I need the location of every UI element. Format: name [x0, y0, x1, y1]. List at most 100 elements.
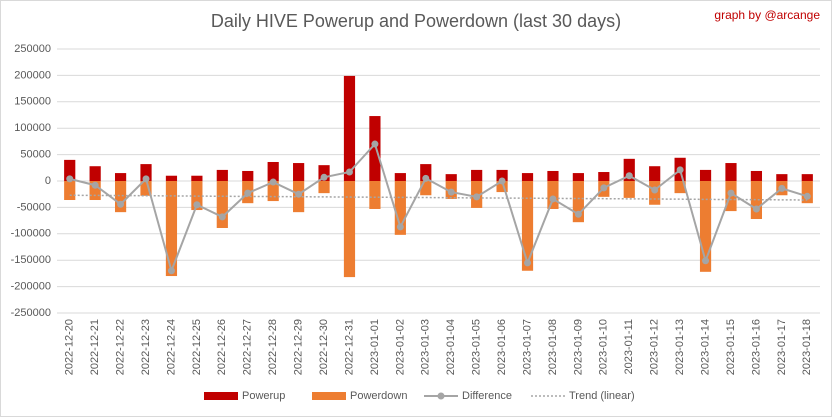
bar — [394, 181, 406, 235]
bar — [369, 181, 381, 209]
x-tick-label: 2022-12-22 — [114, 319, 126, 375]
point — [320, 173, 328, 181]
x-tick-label: 2022-12-27 — [242, 319, 254, 375]
y-tick-label: 0 — [45, 175, 51, 187]
bar — [369, 116, 381, 181]
y-tick-label: 150000 — [14, 96, 51, 108]
point — [218, 213, 226, 221]
x-tick-label: 2022-12-26 — [216, 319, 228, 375]
x-tick-label: 2023-01-12 — [649, 319, 661, 375]
y-tick-label: -50000 — [17, 201, 51, 213]
legend-label: Trend (linear) — [569, 390, 635, 402]
x-tick-label: 2022-12-23 — [140, 319, 152, 375]
bar — [165, 181, 178, 277]
y-tick-label: -200000 — [11, 281, 51, 293]
bar — [64, 159, 76, 181]
bar — [191, 181, 203, 211]
legend-label: Powerdown — [350, 390, 407, 402]
x-tick-label: 2023-01-07 — [521, 319, 533, 375]
bar — [343, 181, 356, 278]
x-tick-label: 2022-12-20 — [64, 319, 76, 375]
bar — [623, 181, 635, 198]
bar — [598, 172, 610, 181]
x-tick-label: 2023-01-17 — [776, 319, 788, 375]
x-tick-label: 2022-12-31 — [343, 319, 355, 375]
y-tick-label: 50000 — [20, 149, 51, 161]
y-tick-label: 250000 — [14, 43, 51, 55]
bar — [242, 170, 254, 181]
x-tick-label: 2023-01-10 — [598, 319, 610, 375]
x-tick-label: 2023-01-09 — [572, 319, 584, 375]
bar — [318, 165, 330, 181]
bar — [623, 158, 635, 181]
bar — [89, 166, 101, 181]
point — [117, 200, 125, 208]
point — [396, 223, 404, 231]
bar — [725, 163, 737, 181]
x-tick-label: 2023-01-08 — [547, 319, 559, 375]
bar — [191, 175, 203, 181]
bar — [445, 174, 457, 181]
point — [549, 195, 557, 203]
point — [66, 175, 74, 183]
point — [600, 184, 608, 192]
x-tick-label: 2023-01-15 — [725, 319, 737, 375]
bar — [165, 175, 178, 181]
bar — [699, 169, 712, 181]
y-tick-label: -150000 — [11, 254, 51, 266]
point — [167, 267, 175, 275]
x-tick-label: 2023-01-14 — [699, 319, 711, 375]
point — [244, 189, 252, 197]
bar — [114, 181, 127, 213]
bar — [572, 173, 584, 181]
point — [422, 174, 430, 182]
y-tick-label: 200000 — [14, 69, 51, 81]
x-tick-label: 2023-01-05 — [471, 319, 483, 375]
bar — [699, 181, 712, 272]
x-tick-label: 2023-01-04 — [445, 319, 457, 375]
point — [498, 177, 506, 185]
bar — [496, 169, 508, 181]
point — [447, 188, 455, 196]
bar — [114, 173, 127, 181]
bar — [420, 181, 432, 196]
point — [345, 168, 353, 176]
point — [524, 259, 532, 267]
x-tick-label: 2023-01-13 — [674, 319, 686, 375]
y-tick-label: -250000 — [11, 307, 51, 319]
bar — [293, 163, 305, 181]
bar — [420, 164, 432, 181]
point — [727, 189, 735, 197]
legend-label: Powerup — [242, 390, 285, 402]
bar — [267, 161, 279, 181]
point — [752, 205, 760, 213]
bar — [216, 169, 228, 181]
bar — [394, 173, 406, 181]
point — [473, 193, 481, 201]
x-tick-label: 2022-12-24 — [165, 319, 177, 375]
x-tick-label: 2022-12-21 — [89, 319, 101, 375]
legend-swatch — [312, 392, 346, 400]
x-tick-label: 2022-12-30 — [318, 319, 330, 375]
bar — [547, 181, 559, 209]
bar — [471, 169, 483, 181]
bar — [674, 181, 686, 194]
point — [91, 181, 99, 189]
point — [676, 166, 684, 174]
x-tick-label: 2023-01-03 — [420, 319, 432, 375]
bar — [496, 181, 508, 193]
bar — [776, 174, 788, 181]
y-tick-label: -100000 — [11, 228, 51, 240]
bar — [521, 181, 534, 271]
bar — [343, 75, 356, 181]
bar — [64, 181, 76, 201]
point — [803, 192, 811, 200]
point — [778, 184, 786, 192]
point — [142, 175, 150, 183]
legend-point — [437, 392, 445, 400]
x-tick-label: 2023-01-01 — [369, 319, 381, 375]
x-tick-label: 2023-01-16 — [750, 319, 762, 375]
point — [269, 178, 277, 186]
